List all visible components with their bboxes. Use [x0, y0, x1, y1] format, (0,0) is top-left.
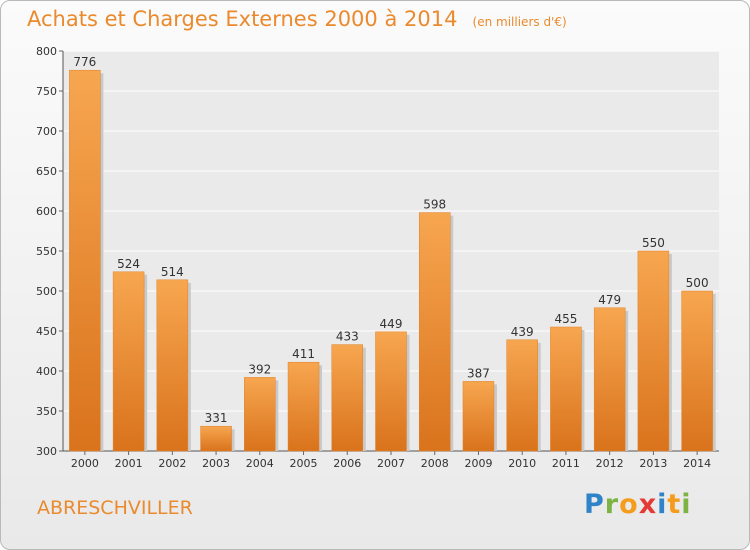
bar-value-label: 524 — [117, 257, 140, 271]
x-tick-label: 2013 — [639, 457, 667, 470]
x-tick-label: 2012 — [596, 457, 624, 470]
y-tick-label: 550 — [36, 245, 57, 258]
proxiti-logo: Proxiti — [584, 489, 692, 520]
x-tick-label: 2002 — [158, 457, 186, 470]
y-tick-label: 650 — [36, 165, 57, 178]
bar-value-label: 776 — [73, 55, 96, 69]
logo-letter: i — [681, 489, 692, 520]
chart-title-block: Achats et Charges Externes 2000 à 2014 (… — [27, 7, 567, 31]
y-tick-label: 800 — [36, 45, 57, 58]
bar-value-label: 411 — [292, 347, 315, 361]
x-tick-label: 2011 — [552, 457, 580, 470]
x-tick-label: 2007 — [377, 457, 405, 470]
bar — [156, 279, 189, 452]
y-tick-label: 450 — [36, 325, 57, 338]
x-tick-label: 2004 — [246, 457, 274, 470]
x-tick-label: 2006 — [333, 457, 361, 470]
bar — [550, 326, 582, 452]
y-tick-label: 350 — [36, 405, 57, 418]
y-tick-label: 750 — [36, 85, 57, 98]
bar — [244, 377, 276, 452]
x-tick-label: 2008 — [421, 457, 449, 470]
bar-value-label: 550 — [642, 236, 665, 250]
bar — [506, 339, 538, 452]
bar-value-label: 449 — [380, 317, 403, 331]
y-tick-label: 400 — [36, 365, 57, 378]
logo-letter: x — [638, 489, 658, 520]
commune-name: ABRESCHVILLER — [37, 497, 193, 519]
bar-value-label: 479 — [598, 293, 621, 307]
y-tick-label: 600 — [36, 205, 57, 218]
bar-value-label: 439 — [511, 325, 534, 339]
bar-value-label: 433 — [336, 330, 359, 344]
bar — [112, 271, 145, 452]
y-tick-label: 500 — [36, 285, 57, 298]
bar-value-label: 392 — [248, 362, 271, 376]
bar — [287, 361, 320, 452]
logo-letter: t — [667, 489, 682, 520]
x-tick-label: 2009 — [464, 457, 492, 470]
data-labels: 776 524 514 331 392 411 433 449 598 387 439 455 479 5… — [73, 55, 708, 425]
x-tick-label: 2000 — [71, 457, 99, 470]
bar-value-label: 514 — [161, 265, 184, 279]
logo-letter: P — [584, 489, 605, 520]
bar — [418, 212, 451, 452]
bar-value-label: 500 — [686, 276, 709, 290]
x-tick-label: 2003 — [202, 457, 230, 470]
bar — [331, 344, 364, 452]
y-tick-label: 700 — [36, 125, 57, 138]
bar-value-label: 598 — [423, 198, 446, 212]
bar — [69, 69, 101, 452]
x-tick-label: 2014 — [683, 457, 711, 470]
bar — [681, 290, 713, 452]
y-tick-label: 300 — [36, 445, 57, 458]
logo-letter: r — [604, 489, 620, 520]
logo-letter: i — [657, 489, 668, 520]
bar — [200, 425, 232, 452]
chart-title: Achats et Charges Externes 2000 à 2014 — [27, 7, 458, 31]
chart-unit: (en milliers d'€) — [472, 15, 567, 29]
bar — [375, 331, 407, 452]
x-tick-label: 2005 — [290, 457, 318, 470]
logo-letter: o — [619, 489, 639, 520]
bar — [637, 250, 670, 452]
x-tick-label: 2010 — [508, 457, 536, 470]
bar-value-label: 387 — [467, 366, 490, 380]
x-tick-label: 2001 — [115, 457, 143, 470]
bar — [462, 381, 495, 452]
bar-value-label: 455 — [554, 312, 577, 326]
bars — [69, 69, 716, 452]
bar — [593, 307, 626, 452]
bar-value-label: 331 — [205, 411, 228, 425]
